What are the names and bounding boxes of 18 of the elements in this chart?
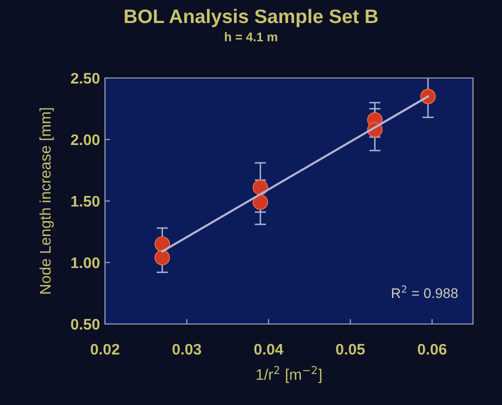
y-tick-label: 1.00 bbox=[71, 257, 100, 268]
y-tick-label: 1.50 bbox=[71, 196, 100, 207]
x-tick-label: 0.04 bbox=[254, 344, 284, 355]
y-tick-label: 2.50 bbox=[70, 72, 100, 84]
point bbox=[252, 194, 268, 210]
y-tick-label: 0.50 bbox=[71, 318, 100, 330]
y-axis-title: Node Length increase [mm] bbox=[40, 108, 54, 294]
x-tick-label: 0.02 bbox=[90, 344, 120, 355]
chart-title: BOL Analysis Sample Set B bbox=[124, 8, 378, 28]
point bbox=[154, 236, 170, 252]
x-tick-label: 0.06 bbox=[418, 344, 446, 355]
point bbox=[154, 250, 170, 266]
annotation: R$^{2}$ = 0.988 bbox=[392, 285, 458, 298]
y-tick-label: 2.00 bbox=[70, 134, 100, 146]
x-axis-title: 1/r$^{2}$ [m$^{−2}$] bbox=[256, 366, 322, 383]
x-tick-label: 0.03 bbox=[172, 344, 202, 355]
x-tick-label: 0.05 bbox=[336, 344, 365, 355]
chart-subtitle: h = 4.1 m bbox=[224, 32, 278, 42]
